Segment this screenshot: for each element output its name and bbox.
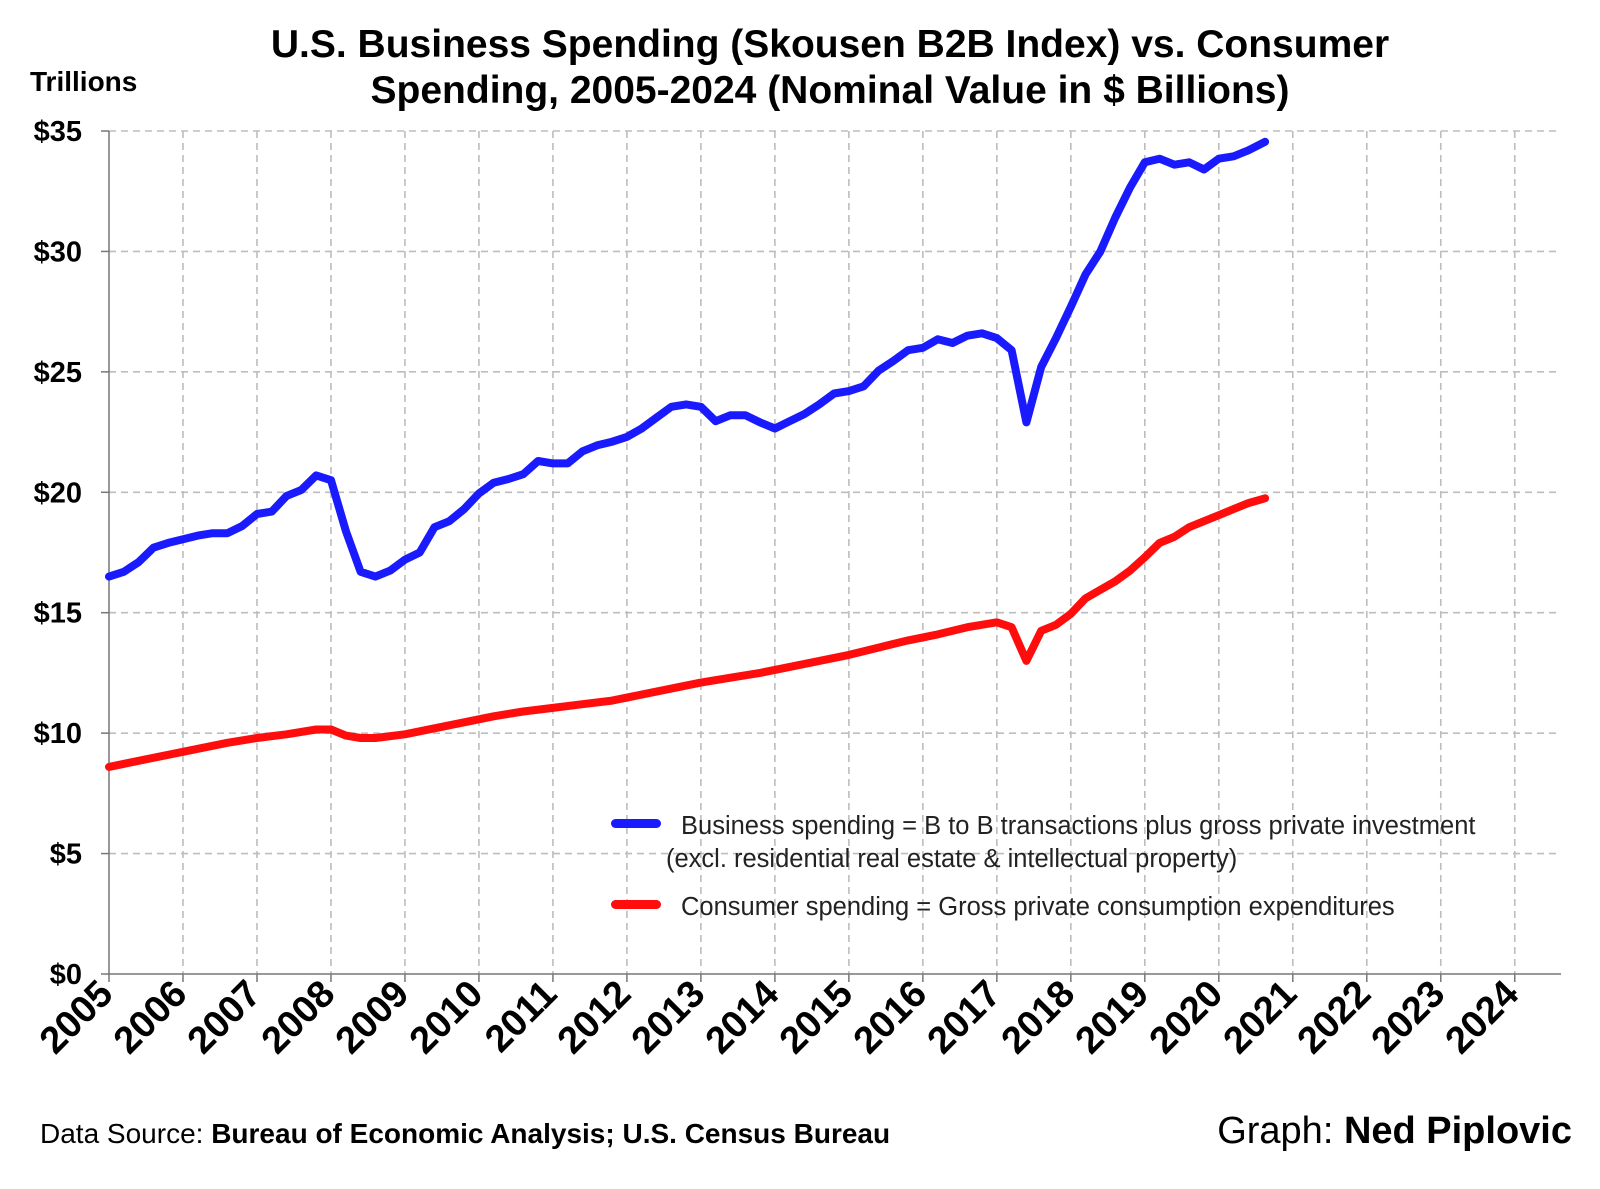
graph-credit-prefix: Graph: bbox=[1217, 1110, 1344, 1152]
x-tick-label: 2006 bbox=[106, 973, 195, 1062]
legend-consumer-label: Consumer spending = Gross private consum… bbox=[681, 893, 1395, 921]
x-tick-label: 2023 bbox=[1364, 973, 1453, 1062]
x-tick-label: 2022 bbox=[1290, 973, 1379, 1062]
data-source: Data Source: Bureau of Economic Analysis… bbox=[40, 1118, 890, 1150]
chart-title-line-1: U.S. Business Spending (Skousen B2B Inde… bbox=[270, 23, 1390, 66]
x-tick-label: 2019 bbox=[1068, 973, 1157, 1062]
y-tick-label: $10 bbox=[34, 718, 82, 750]
graph-credit: Graph: Ned Piplovic bbox=[1217, 1110, 1572, 1153]
x-tick-label: 2024 bbox=[1438, 973, 1527, 1062]
legend-business-swatch bbox=[611, 819, 661, 828]
x-tick-label: 2011 bbox=[477, 973, 565, 1061]
chart-title-line-2: Spending, 2005-2024 (Nominal Value in $ … bbox=[370, 69, 1290, 112]
legend-consumer-swatch bbox=[611, 900, 661, 909]
x-tick-label: 2013 bbox=[624, 973, 713, 1062]
data-source-prefix: Data Source: bbox=[40, 1118, 212, 1149]
x-tick-label: 2021 bbox=[1216, 973, 1305, 1062]
x-tick-label: 2012 bbox=[550, 973, 639, 1062]
y-tick-label: $35 bbox=[34, 116, 82, 148]
x-tick-label: 2015 bbox=[772, 973, 861, 1062]
axes bbox=[101, 130, 1561, 982]
x-tick-label: 2014 bbox=[698, 973, 787, 1062]
x-tick-label: 2020 bbox=[1142, 973, 1231, 1062]
y-tick-label: $30 bbox=[34, 236, 82, 268]
legend-business-label-2: (excl. residential real estate & intelle… bbox=[666, 845, 1238, 873]
data-source-name: Bureau of Economic Analysis; U.S. Census… bbox=[211, 1118, 891, 1149]
x-tick-label: 2008 bbox=[254, 973, 343, 1062]
graph-credit-name: Ned Piplovic bbox=[1343, 1110, 1572, 1152]
consumer-spending-line bbox=[105, 494, 1270, 771]
x-tick-label: 2017 bbox=[920, 973, 1009, 1062]
y-tick-label: $5 bbox=[50, 839, 82, 871]
legend-business-label-1: Business spending = B to B transactions … bbox=[681, 812, 1476, 840]
y-tick-label: $15 bbox=[34, 598, 82, 630]
x-tick-label: 2010 bbox=[402, 973, 491, 1062]
series-lines bbox=[105, 137, 1270, 771]
y-tick-label: $25 bbox=[34, 357, 82, 389]
units-label: Trillions bbox=[30, 66, 138, 97]
business-spending-line bbox=[105, 137, 1270, 581]
x-tick-label: 2018 bbox=[994, 973, 1083, 1062]
y-tick-label: $0 bbox=[50, 959, 82, 991]
y-tick-label: $20 bbox=[34, 477, 82, 509]
x-tick-label: 2007 bbox=[180, 973, 269, 1062]
x-tick-label: 2016 bbox=[846, 973, 935, 1062]
x-tick-label: 2009 bbox=[328, 973, 417, 1062]
